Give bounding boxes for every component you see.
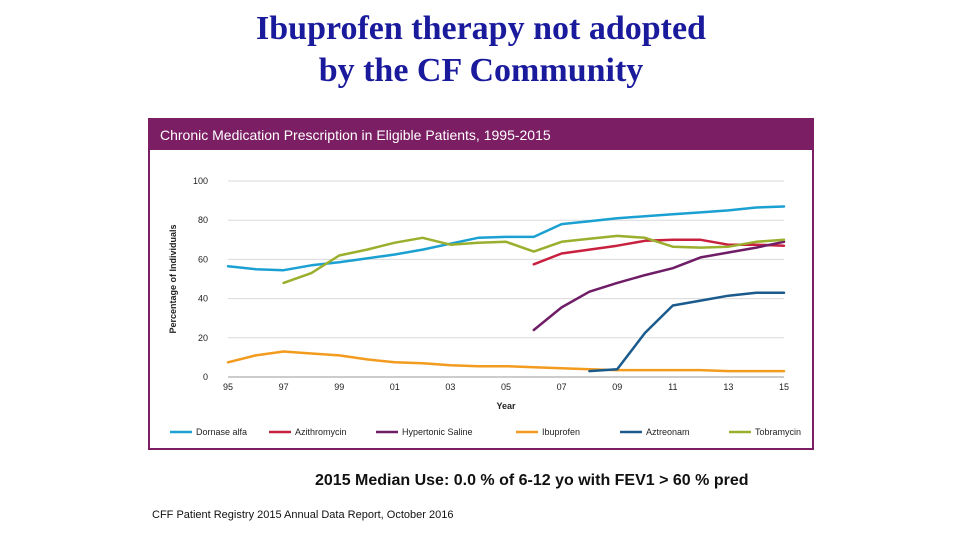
x-tick-label: 01 [390, 382, 400, 392]
line-chart: 0 20 40 60 80 100 95 97 99 01 03 05 07 09 11 13 15 Year Pe… [168, 176, 801, 437]
x-tick-label: 15 [779, 382, 789, 392]
y-tick-label: 60 [198, 254, 208, 264]
x-tick-label: 05 [501, 382, 511, 392]
x-tick-label: 95 [223, 382, 233, 392]
slide-title-line-1: Ibuprofen therapy not adopted [256, 10, 706, 47]
legend-label-ibuprofen: Ibuprofen [542, 427, 580, 437]
x-tick-label: 07 [557, 382, 567, 392]
slide-title: Ibuprofen therapy not adopted by the CF … [0, 8, 962, 92]
x-tick-label: 99 [334, 382, 344, 392]
x-axis-title: Year [496, 401, 516, 411]
x-tick-label: 13 [723, 382, 733, 392]
chart-title: Chronic Medication Prescription in Eligi… [150, 120, 812, 150]
y-tick-label: 100 [193, 176, 208, 186]
legend-label-dornase-alfa: Dornase alfa [196, 427, 247, 437]
x-tick-label: 09 [612, 382, 622, 392]
y-tick-label: 20 [198, 333, 208, 343]
legend-label-hypertonic-saline: Hypertonic Saline [402, 427, 473, 437]
x-tick-label: 11 [668, 382, 677, 392]
series-line-tobramycin [282, 234, 786, 285]
y-tick-label: 80 [198, 215, 208, 225]
x-tick-label: 03 [445, 382, 455, 392]
y-tick-label: 40 [198, 294, 208, 304]
chart-frame: 0 20 40 60 80 100 95 97 99 01 03 05 07 09 11 13 15 Year Pe… [148, 118, 814, 450]
median-use-note: 2015 Median Use: 0.0 % of 6-12 yo with F… [315, 472, 749, 489]
legend-label-azithromycin: Azithromycin [295, 427, 347, 437]
slide-title-line-2: by the CF Community [318, 52, 644, 89]
y-axis-title: Percentage of Individuals [168, 224, 178, 333]
legend-label-tobramycin: Tobramycin [755, 427, 801, 437]
source-citation: CFF Patient Registry 2015 Annual Data Re… [152, 509, 454, 521]
y-tick-label: 0 [203, 372, 208, 382]
series-line-hypertonic-saline [532, 240, 786, 332]
legend-label-aztreonam: Aztreonam [646, 427, 690, 437]
series-line-aztreonam [588, 291, 786, 373]
series-line-ibuprofen [226, 350, 786, 373]
x-tick-label: 97 [279, 382, 289, 392]
series-line-dornase-alfa [226, 205, 786, 272]
